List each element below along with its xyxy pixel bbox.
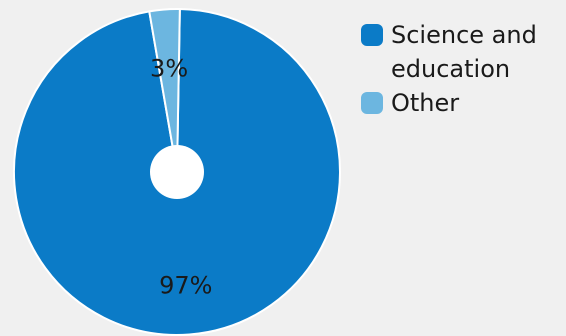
slice-label-other: 3% — [150, 54, 188, 82]
legend-swatch-science-and-education — [361, 24, 383, 46]
legend-item-science-and-education[interactable]: Science and education — [361, 18, 561, 86]
legend-label-other: Other — [391, 89, 460, 117]
legend-item-other[interactable]: Other — [361, 86, 561, 120]
chart-legend: Science and education Other — [361, 18, 561, 120]
pie-slice-labels: 97% 3% — [150, 54, 212, 299]
legend-swatch-other — [361, 92, 383, 114]
pie-slice-other[interactable] — [148, 8, 181, 173]
pie-center-hole — [150, 145, 204, 199]
slice-label-science-and-education: 97% — [159, 272, 212, 300]
legend-label-science-and-education: Science and education — [391, 21, 537, 83]
